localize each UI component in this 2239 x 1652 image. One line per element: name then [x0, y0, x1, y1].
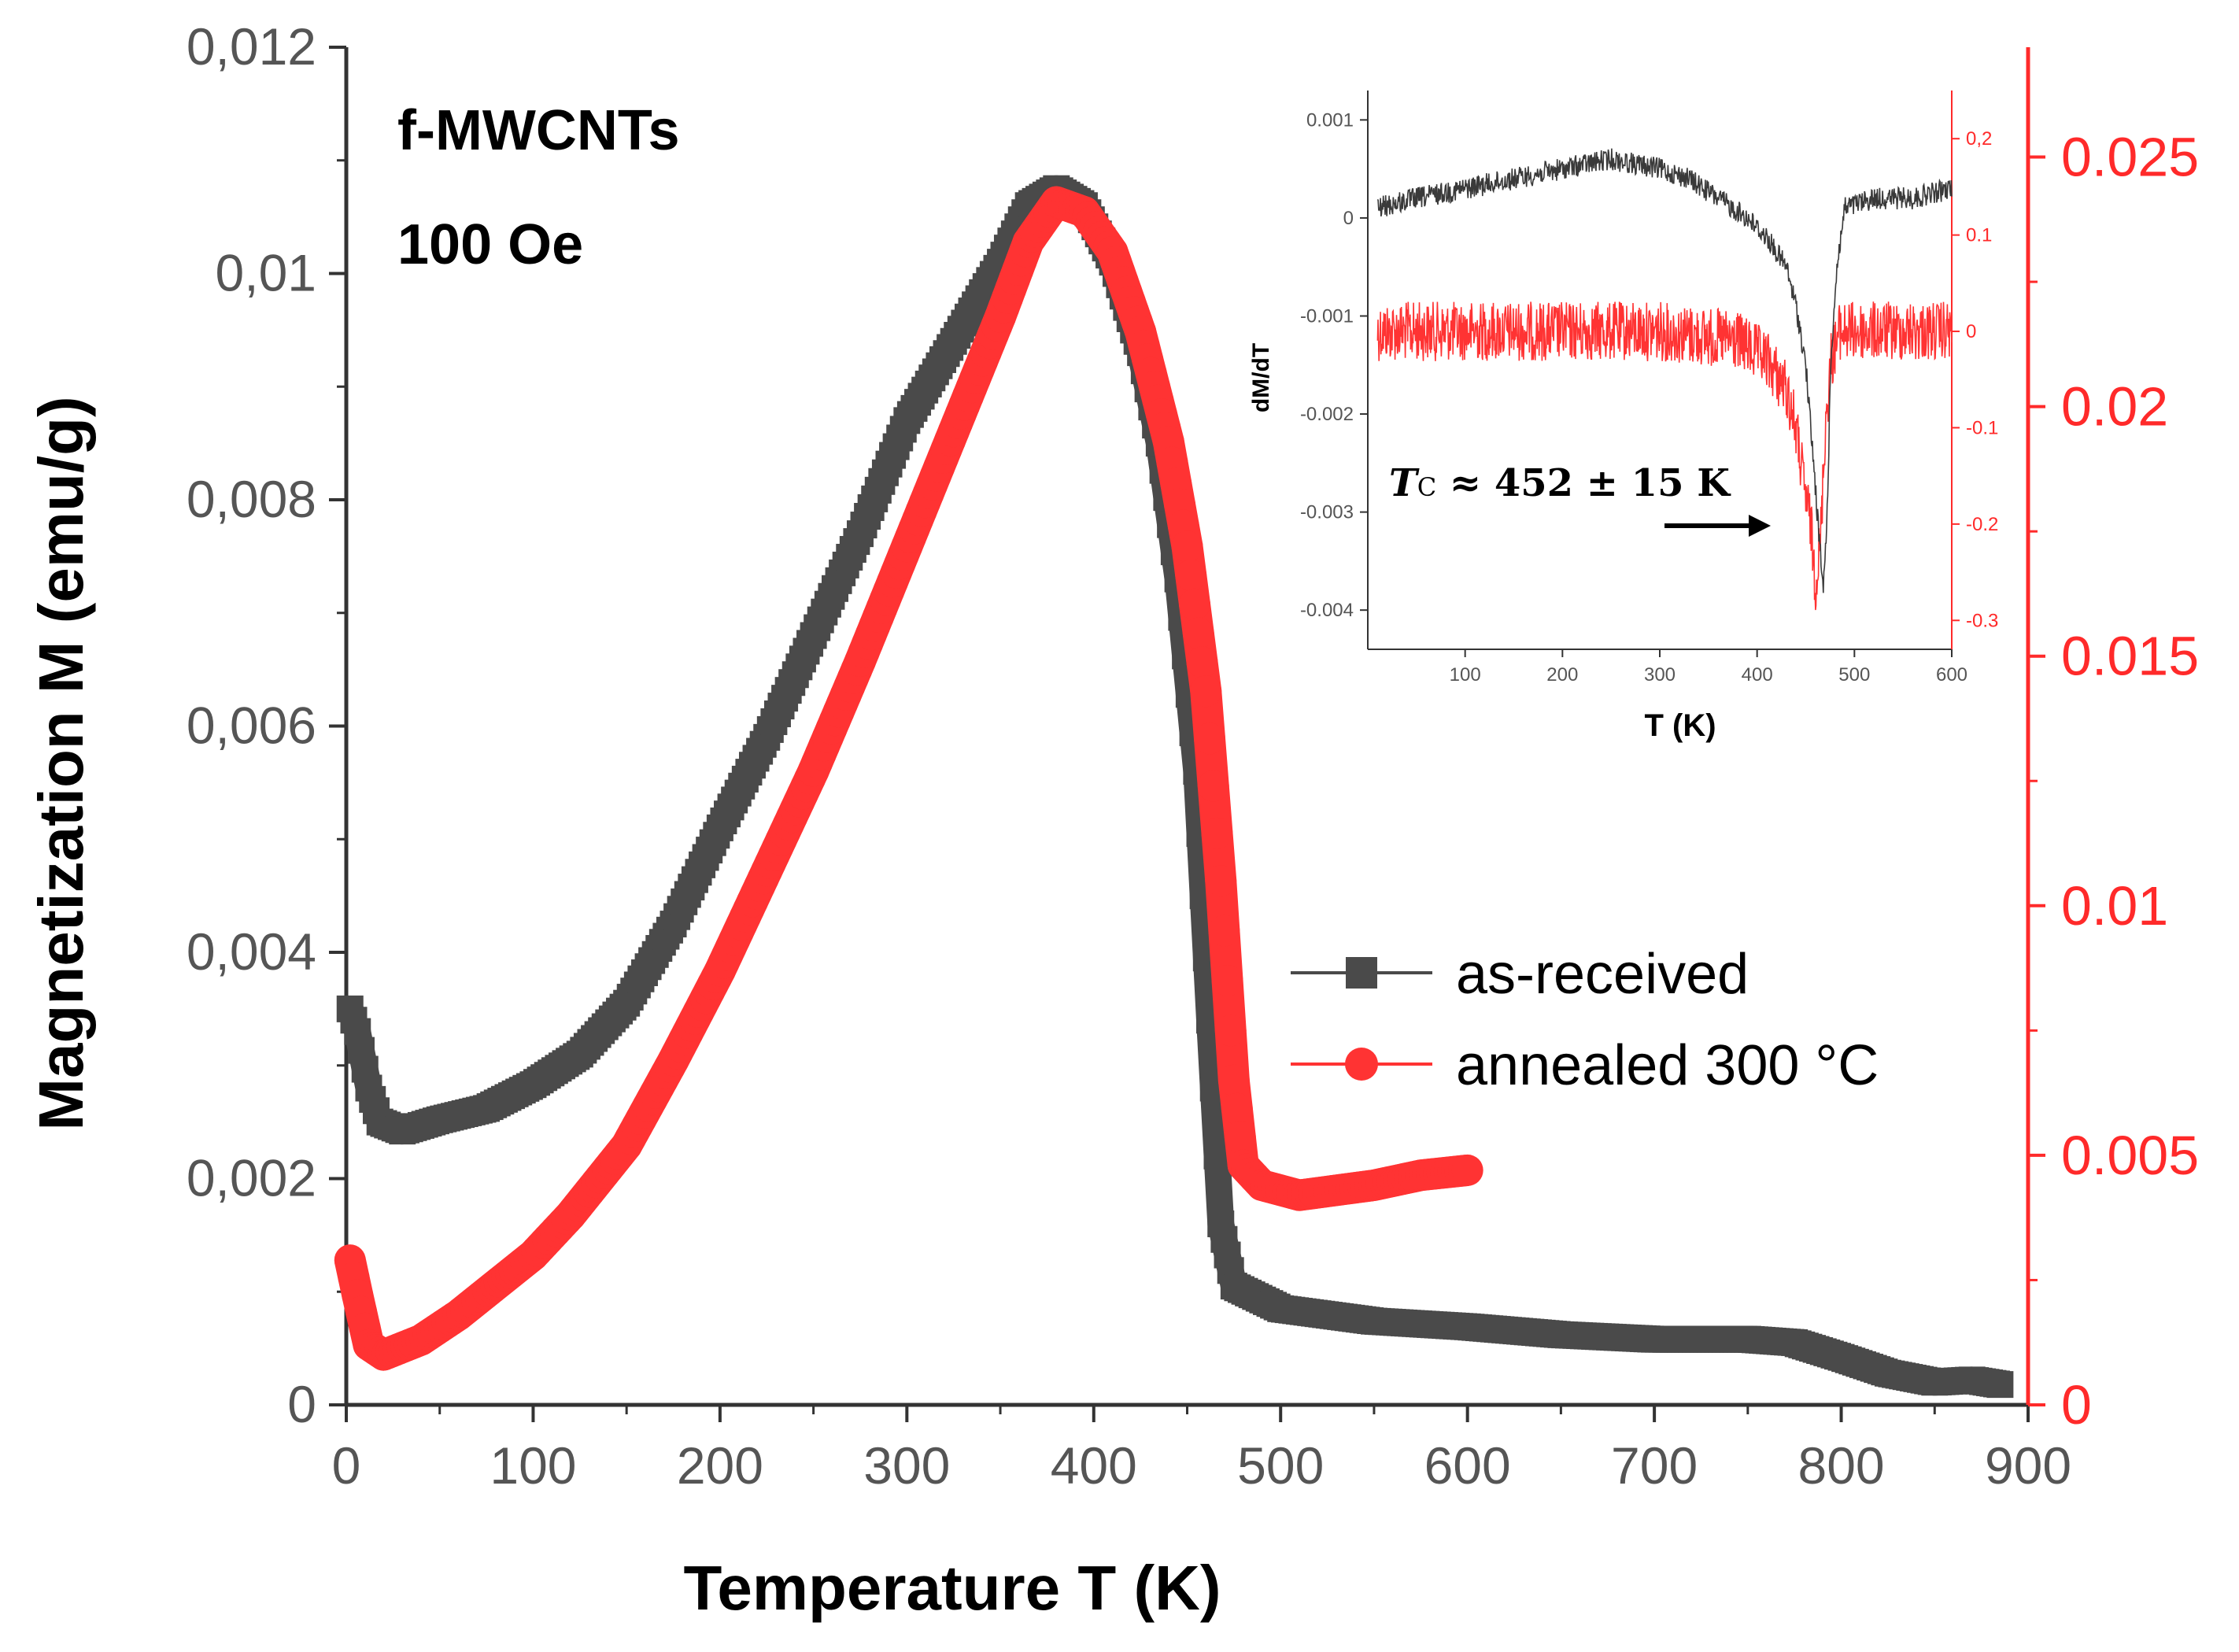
- y-axis-title: Magnetization M (emu/g): [26, 396, 96, 1130]
- inset-y2-tick-label: 0,2: [1966, 128, 1992, 150]
- inset-background: [1263, 75, 1967, 673]
- y-tick-label: 0,004: [187, 922, 316, 981]
- main-plot-area: 0 100 200 300 400 500 600 700 800 900 0 0,002 0,004…: [187, 17, 2199, 1495]
- inset-x-tick-label: 500: [1838, 664, 1870, 686]
- legend-marker-as-received: [1346, 957, 1377, 989]
- x-tick-label: 700: [1611, 1436, 1698, 1495]
- y2-tick-label: 0.015: [2061, 626, 2199, 687]
- inset-y-tick-label: 0.001: [1306, 109, 1354, 131]
- annealed-point: [1193, 723, 1225, 755]
- arrow-head: [1749, 515, 1771, 537]
- legend-marker-annealed: [1345, 1048, 1378, 1081]
- inset-annealed-trace: [1376, 301, 1953, 611]
- inset-right-y-axis-ticks: 0,2 0.1 0 -0.1 -0.2 -0.3: [1952, 128, 1998, 631]
- curie-arrow: [1664, 515, 1771, 537]
- inset-x-tick-label: 200: [1546, 664, 1578, 686]
- inset-y-axis-title: dM/dT: [1248, 343, 1274, 412]
- inset-series-as-received: [1376, 148, 1953, 593]
- inset-x-tick-label: 300: [1644, 664, 1676, 686]
- inset-left-y-axis-ticks: 0.001 0 -0.001 -0.002 -0.003 -0.004: [1300, 109, 1368, 621]
- annealed-point: [1197, 770, 1229, 802]
- field-label: 100 Oe: [397, 213, 583, 276]
- inset-as-received-trace: [1376, 148, 1953, 593]
- inset-y2-tick-label: -0.1: [1966, 417, 1998, 438]
- legend-label-as-received: as-received: [1456, 943, 1749, 1006]
- inset-y2-tick-label: -0.3: [1966, 610, 1998, 631]
- y-tick-label: 0,006: [187, 697, 316, 755]
- x-tick-label: 100: [490, 1436, 576, 1495]
- annealed-point: [1208, 915, 1240, 947]
- x-tick-label: 600: [1424, 1436, 1511, 1495]
- x-tick-label: 300: [863, 1436, 950, 1495]
- y2-tick-label: 0.01: [2061, 875, 2168, 937]
- inset-y-tick-label: -0.004: [1300, 600, 1354, 621]
- annealed-point: [1182, 617, 1214, 649]
- annealed-point: [1178, 588, 1210, 620]
- annealed-point: [1190, 675, 1222, 708]
- inset-x-tick-label: 400: [1742, 664, 1773, 686]
- tc-value: ≈ 452 ± 15 K: [1436, 461, 1731, 505]
- annealed-point: [1217, 1064, 1250, 1096]
- inset-x-axis-ticks: 100 200 300 400 500 600: [1450, 649, 1967, 686]
- x-tick-label: 800: [1797, 1436, 1884, 1495]
- annealed-point: [1221, 1092, 1253, 1125]
- y2-tick-label: 0.025: [2061, 127, 2199, 188]
- right-y-axis-ticks: 0 0.005 0.01 0.015 0.02 0.025: [2028, 127, 2199, 1436]
- y-tick-label: 0: [287, 1375, 316, 1433]
- inset-y2-tick-label: 0: [1966, 321, 1976, 342]
- left-y-axis-ticks: 0 0,002 0,004 0,006 0,008 0,01 0,012: [187, 17, 346, 1433]
- y2-tick-label: 0: [2061, 1374, 2092, 1436]
- annealed-point: [1214, 1014, 1247, 1047]
- inset-x-tick-label: 600: [1936, 664, 1967, 686]
- y2-tick-label: 0.005: [2061, 1125, 2199, 1186]
- curie-temperature-annotation: TC ≈ 452 ± 15 K: [1389, 461, 1731, 505]
- inset-y-tick-label: -0.003: [1300, 502, 1354, 523]
- inset-y-tick-label: -0.002: [1300, 404, 1354, 425]
- series-as-received: [336, 175, 2014, 1399]
- annealed-point: [1186, 646, 1218, 678]
- x-axis-title: Temperature T (K): [683, 1553, 1221, 1623]
- annealed-point: [1201, 817, 1233, 849]
- as-received-point: [1986, 1371, 2014, 1399]
- y-tick-label: 0,002: [187, 1149, 316, 1207]
- y-tick-label: 0,008: [187, 470, 316, 528]
- inset-derivative-plot: 100 200 300 400 500 600 0.001 0 -0.001 -0.002 -0.…: [1248, 75, 1998, 743]
- inset-series-annealed: [1376, 301, 1953, 611]
- annealed-point: [1175, 559, 1207, 591]
- tc-symbol: T: [1389, 461, 1420, 505]
- legend: as-received annealed 300 °C: [1291, 943, 1879, 1097]
- legend-label-annealed: annealed 300 °C: [1456, 1034, 1879, 1097]
- inset-y2-tick-label: -0.2: [1966, 514, 1998, 535]
- inset-y-tick-label: -0.001: [1300, 305, 1354, 327]
- series-annealed: [334, 186, 1483, 1371]
- inset-y-tick-label: 0: [1343, 208, 1354, 229]
- x-tick-label: 400: [1051, 1436, 1137, 1495]
- x-tick-label: 500: [1237, 1436, 1324, 1495]
- inset-x-tick-label: 100: [1450, 664, 1481, 686]
- x-tick-label: 900: [1985, 1436, 2071, 1495]
- x-axis-ticks: 0 100 200 300 400 500 600 700 800 900: [332, 1405, 2071, 1495]
- y-tick-label: 0,01: [216, 244, 316, 302]
- tc-subscript: C: [1417, 472, 1436, 502]
- annealed-point: [1205, 865, 1237, 897]
- annealed-point: [1211, 964, 1243, 996]
- inset-x-axis-title: T (K): [1644, 708, 1716, 743]
- x-tick-label: 200: [677, 1436, 763, 1495]
- inset-y2-tick-label: 0.1: [1966, 225, 1992, 246]
- sample-label: f-MWCNTs: [397, 99, 680, 162]
- annealed-point: [1171, 530, 1203, 563]
- y2-tick-label: 0.02: [2061, 376, 2168, 438]
- x-tick-label: 0: [332, 1436, 361, 1495]
- annealed-point: [1224, 1121, 1256, 1153]
- y-tick-label: 0,012: [187, 17, 316, 76]
- annealed-point: [1451, 1154, 1483, 1186]
